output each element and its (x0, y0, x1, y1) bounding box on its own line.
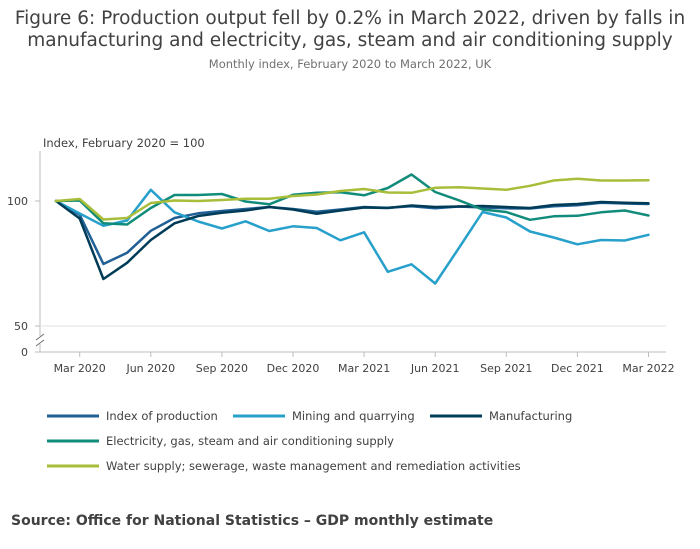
legend-label-1: Index of production (106, 409, 218, 423)
y-tick-label: 100 (7, 195, 28, 208)
x-tick-label: Jun 2021 (410, 362, 460, 375)
axes: 0 50 100 Mar 2020 Jun 2020 Sep 2020 Dec 2020 Ma… (7, 151, 675, 375)
chart-title-line-2: manufacturing and electricity, gas, stea… (27, 30, 673, 51)
series-layer (54, 173, 650, 285)
series-line-4 (54, 173, 650, 226)
x-tick-label: Mar 2021 (338, 362, 390, 375)
chart-title: Figure 6: Production output fell by 0.2%… (0, 8, 700, 52)
legend-label-5: Water supply; sewerage, waste management… (106, 459, 521, 473)
legend-label-3: Manufacturing (489, 409, 572, 423)
series-line-5 (54, 177, 650, 221)
x-tick-label: Mar 2022 (622, 362, 674, 375)
x-tick-label: Jun 2020 (125, 362, 175, 375)
y-axis-label: Index, February 2020 = 100 (43, 136, 205, 150)
x-tick-label: Dec 2021 (551, 362, 604, 375)
chart-title-line-1: Figure 6: Production output fell by 0.2%… (14, 8, 686, 29)
series-line-3 (54, 199, 650, 281)
axis-break-mark (35, 333, 45, 341)
line-chart: Index, February 2020 = 100 0 50 100 Mar 202… (7, 136, 675, 473)
x-tick-label: Mar 2020 (54, 362, 106, 375)
x-tick-label: Sep 2020 (196, 362, 248, 375)
y-tick-label: 50 (14, 320, 28, 333)
legend: Index of production Mining and quarrying M… (47, 409, 572, 473)
legend-label-4: Electricity, gas, steam and air conditio… (106, 434, 394, 448)
x-tick-label: Dec 2020 (267, 362, 320, 375)
series-line-2 (54, 188, 650, 285)
y-tick-label: 0 (21, 346, 28, 359)
series-line-1 (54, 199, 650, 266)
legend-label-2: Mining and quarrying (292, 409, 415, 423)
x-tick-label: Sep 2021 (480, 362, 532, 375)
axis-break-mark (35, 339, 45, 347)
source-note: Source: Office for National Statistics –… (11, 513, 494, 529)
chart-subtitle: Monthly index, February 2020 to March 20… (208, 57, 492, 71)
